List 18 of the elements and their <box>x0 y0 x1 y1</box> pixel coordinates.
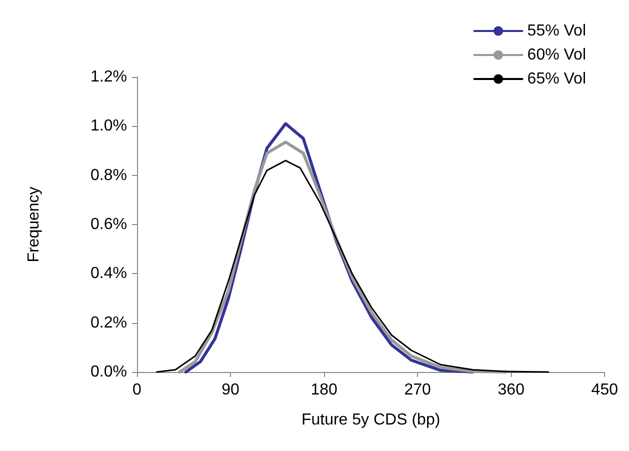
y-tick-label: 1.0% <box>90 118 127 135</box>
legend-label: 60% Vol <box>527 46 586 64</box>
y-tick-label: 0.2% <box>90 314 127 332</box>
legend-label: 55% Vol <box>527 22 586 40</box>
x-tick-label: 90 <box>222 382 240 398</box>
x-tick-label: 0 <box>132 382 142 398</box>
x-tick-label: 270 <box>404 382 432 398</box>
y-axis-title: Frequency <box>26 186 42 262</box>
y-tick-label: 0.4% <box>90 265 127 282</box>
y-tick-label: 0.6% <box>90 216 127 233</box>
x-axis-title: Future 5y CDS (bp) <box>301 412 440 428</box>
legend-label: 65% Vol <box>527 70 586 88</box>
y-tick-label: 0.8% <box>90 166 127 184</box>
x-tick-label: 450 <box>591 382 618 398</box>
y-tick-label: 0.0% <box>90 364 127 380</box>
y-tick-label: 1.2% <box>90 68 127 86</box>
x-tick-label: 360 <box>498 382 525 398</box>
x-tick-label: 180 <box>310 382 338 398</box>
